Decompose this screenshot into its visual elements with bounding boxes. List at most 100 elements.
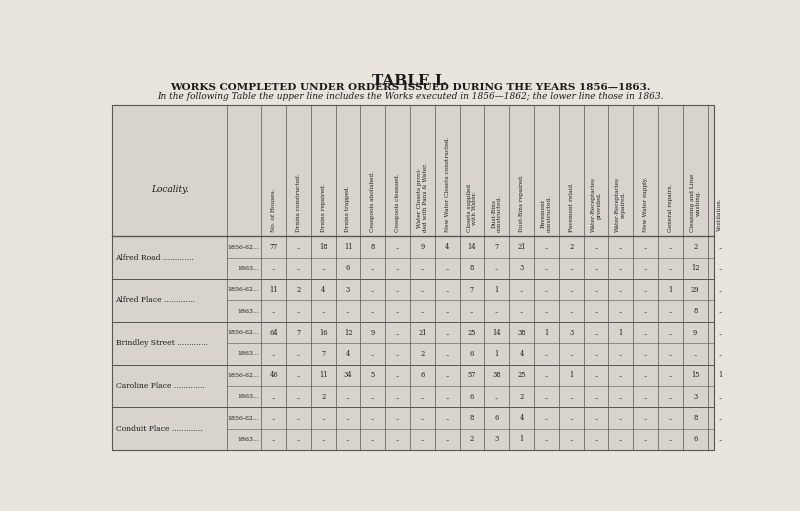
Text: ..: .. <box>519 286 524 294</box>
Text: ..: .. <box>494 392 499 401</box>
Text: ..: .. <box>494 307 499 315</box>
Text: ..: .. <box>321 264 326 272</box>
Text: 21: 21 <box>418 329 426 337</box>
Text: ..: .. <box>445 392 450 401</box>
Text: ..: .. <box>296 371 301 379</box>
Text: Closets supplied
with Water.: Closets supplied with Water. <box>466 184 478 233</box>
Text: 38: 38 <box>493 371 501 379</box>
Text: 6: 6 <box>420 371 425 379</box>
Text: ..: .. <box>569 392 574 401</box>
Text: 25: 25 <box>518 371 526 379</box>
Text: TABLE I.: TABLE I. <box>372 74 448 88</box>
Text: ..: .. <box>445 371 450 379</box>
Text: 1863...: 1863... <box>238 352 259 356</box>
Text: ..: .. <box>594 371 598 379</box>
Text: Drains trapped.: Drains trapped. <box>346 186 350 233</box>
Text: Drains repaired.: Drains repaired. <box>321 184 326 233</box>
Text: ..: .. <box>569 435 574 444</box>
Text: 2: 2 <box>470 435 474 444</box>
Text: 12: 12 <box>691 264 699 272</box>
Text: ..: .. <box>395 414 400 422</box>
Text: ..: .. <box>594 392 598 401</box>
Text: ..: .. <box>643 350 648 358</box>
Text: ..: .. <box>643 392 648 401</box>
Text: ..: .. <box>420 435 425 444</box>
Text: 6: 6 <box>470 392 474 401</box>
Text: ..: .. <box>718 243 722 251</box>
Text: Locality.: Locality. <box>151 184 189 194</box>
Text: 5: 5 <box>370 371 375 379</box>
Text: ..: .. <box>618 264 623 272</box>
Text: ..: .. <box>618 414 623 422</box>
Text: ..: .. <box>445 307 450 315</box>
Text: 38: 38 <box>518 329 526 337</box>
Text: Water Closets provi-
ded with Pans & Water.: Water Closets provi- ded with Pans & Wat… <box>417 163 428 233</box>
Text: ..: .. <box>718 435 722 444</box>
Text: 1863...: 1863... <box>238 309 259 314</box>
Text: 46: 46 <box>270 371 278 379</box>
Text: 11: 11 <box>344 243 352 251</box>
Text: 7: 7 <box>494 243 499 251</box>
Text: 7: 7 <box>321 350 326 358</box>
Text: 1856-62...: 1856-62... <box>227 373 259 378</box>
Text: ..: .. <box>445 286 450 294</box>
Text: ..: .. <box>395 350 400 358</box>
Text: 8: 8 <box>693 307 698 315</box>
Text: ..: .. <box>395 371 400 379</box>
Text: ..: .. <box>643 243 648 251</box>
Text: ..: .. <box>296 392 301 401</box>
Text: 16: 16 <box>319 329 327 337</box>
Text: ..: .. <box>594 286 598 294</box>
Text: 2: 2 <box>519 392 524 401</box>
Text: ..: .. <box>370 307 375 315</box>
Text: 1856-62...: 1856-62... <box>227 287 259 292</box>
Text: ..: .. <box>271 350 276 358</box>
Text: ..: .. <box>370 392 375 401</box>
Text: Alfred Road .............: Alfred Road ............. <box>115 254 194 262</box>
Text: ..: .. <box>594 264 598 272</box>
Text: Cleansing and Lime
washing.: Cleansing and Lime washing. <box>690 174 701 233</box>
Text: 1: 1 <box>544 329 549 337</box>
Text: ..: .. <box>346 392 350 401</box>
Text: ..: .. <box>618 392 623 401</box>
Text: 4: 4 <box>519 350 524 358</box>
Text: Cesspools cleansed.: Cesspools cleansed. <box>395 174 400 233</box>
Text: ..: .. <box>618 435 623 444</box>
Text: ..: .. <box>569 350 574 358</box>
Text: 4: 4 <box>519 414 524 422</box>
Text: 1: 1 <box>569 371 574 379</box>
Text: ..: .. <box>544 435 549 444</box>
Text: ..: .. <box>296 264 301 272</box>
Text: ..: .. <box>420 392 425 401</box>
Text: ..: .. <box>296 243 301 251</box>
Text: ..: .. <box>668 435 673 444</box>
Text: Conduit Place .............: Conduit Place ............. <box>115 425 202 433</box>
Text: 14: 14 <box>468 243 476 251</box>
Text: ..: .. <box>643 435 648 444</box>
Text: 21: 21 <box>518 243 526 251</box>
Text: 3: 3 <box>346 286 350 294</box>
Text: ..: .. <box>395 329 400 337</box>
Text: ..: .. <box>271 264 276 272</box>
Text: ..: .. <box>370 350 375 358</box>
Text: 8: 8 <box>470 414 474 422</box>
Text: 11: 11 <box>270 286 278 294</box>
Text: ..: .. <box>544 392 549 401</box>
Text: WORKS COMPLETED UNDER ORDERS ISSUED DURING THE YEARS 1856—1863.: WORKS COMPLETED UNDER ORDERS ISSUED DURI… <box>170 83 650 91</box>
Text: 77: 77 <box>270 243 278 251</box>
Text: 15: 15 <box>691 371 699 379</box>
Text: 7: 7 <box>296 329 301 337</box>
Text: ..: .. <box>420 286 425 294</box>
Text: ..: .. <box>569 307 574 315</box>
Text: ..: .. <box>618 243 623 251</box>
Text: Pavement relaid.: Pavement relaid. <box>569 182 574 233</box>
Text: 4: 4 <box>346 350 350 358</box>
Text: ..: .. <box>618 371 623 379</box>
Text: ..: .. <box>445 350 450 358</box>
Text: Dust-Bins repaired.: Dust-Bins repaired. <box>519 175 524 233</box>
Text: Water-Receptacles
repaired.: Water-Receptacles repaired. <box>615 177 626 233</box>
Text: ..: .. <box>346 414 350 422</box>
Text: ..: .. <box>296 350 301 358</box>
Text: ..: .. <box>643 371 648 379</box>
Text: New Water Closets constructed.: New Water Closets constructed. <box>445 137 450 233</box>
